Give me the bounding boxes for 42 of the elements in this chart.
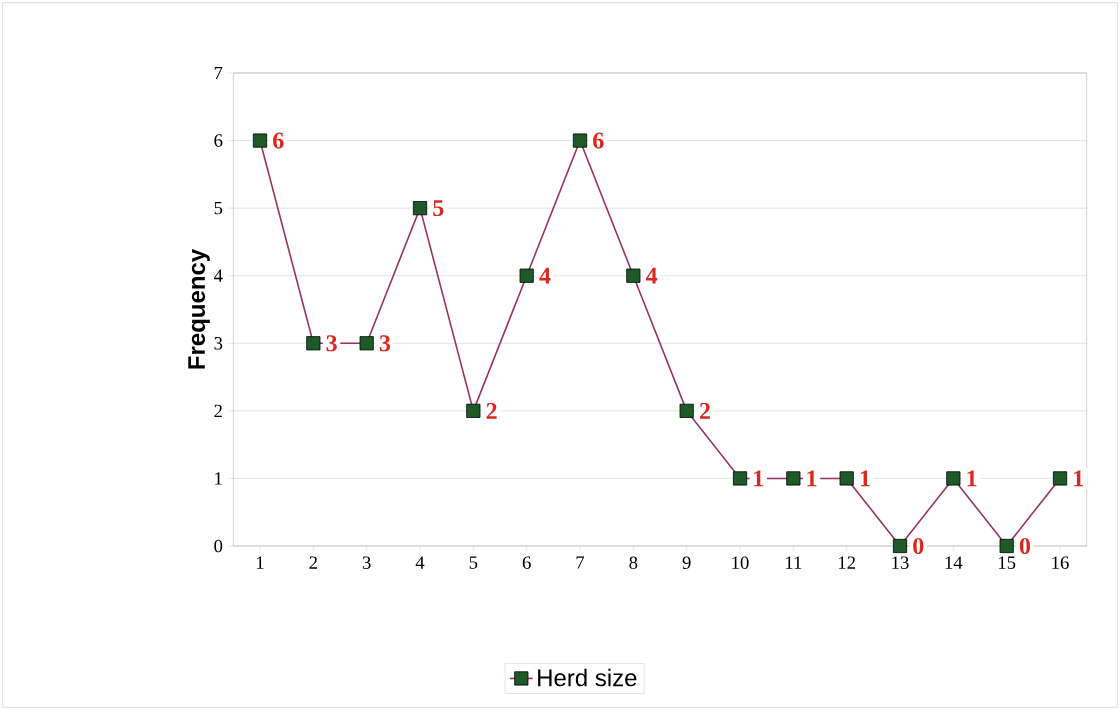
x-tick-label: 8 [629, 556, 638, 569]
x-tick-label: 7 [576, 556, 585, 569]
data-label: 0 [1019, 537, 1031, 555]
y-tick-label: 2 [214, 404, 222, 418]
y-tick-label: 1 [215, 472, 222, 485]
y-axis-title: Frequency [188, 248, 210, 369]
x-tick-label: 11 [785, 556, 802, 569]
y-tick-label: 5 [214, 201, 223, 215]
data-label: 1 [860, 470, 870, 487]
x-tick-label: 2 [309, 556, 317, 569]
data-label: 3 [379, 335, 391, 352]
y-tick-label: 4 [213, 269, 223, 282]
x-tick-label: 5 [469, 556, 478, 569]
data-label: 6 [593, 132, 604, 149]
data-label: 2 [699, 402, 710, 419]
data-label: 2 [486, 402, 497, 419]
data-label: 1 [807, 470, 817, 487]
x-tick-label: 3 [362, 556, 371, 569]
x-tick-label: 14 [945, 556, 963, 569]
x-tick-label: 12 [838, 556, 855, 569]
data-label: 0 [913, 537, 924, 555]
data-label: 3 [326, 335, 337, 352]
x-tick-label: 13 [892, 556, 909, 569]
x-tick-label: 6 [522, 556, 531, 569]
y-tick-label: 7 [214, 66, 223, 80]
x-tick-label: 15 [998, 556, 1016, 569]
data-label: 1 [967, 470, 977, 487]
x-tick-label: 16 [1052, 556, 1069, 569]
y-tick-label: 0 [214, 539, 223, 553]
x-tick-label: 4 [415, 556, 425, 569]
data-label: 1 [754, 470, 764, 487]
x-tick-label: 1 [256, 556, 264, 569]
data-label: 6 [273, 132, 284, 149]
data-label: 4 [645, 267, 658, 284]
data-label: 1 [1074, 470, 1084, 487]
y-tick-label: 3 [214, 337, 223, 350]
x-tick-label: 9 [682, 556, 691, 569]
data-label: 4 [539, 267, 551, 284]
data-label: 5 [433, 200, 444, 217]
y-tick-label: 6 [214, 134, 223, 147]
x-tick-label: 10 [732, 556, 749, 569]
legend-label: Herd size [538, 668, 637, 687]
